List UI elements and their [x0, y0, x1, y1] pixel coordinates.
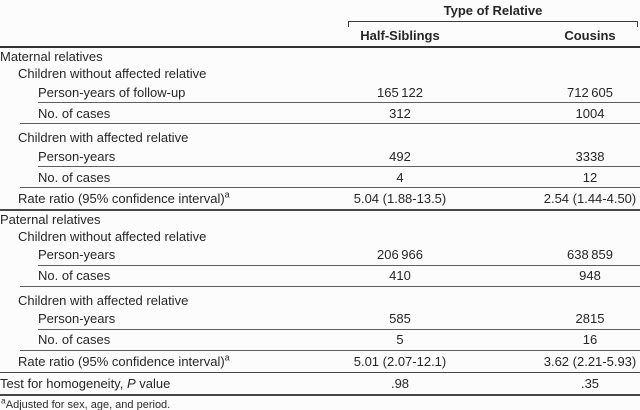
- row-label: Rate ratio (95% confidence interval)a: [18, 352, 230, 369]
- row-label: Person-years: [38, 148, 116, 164]
- cousins-value: .35: [580, 376, 600, 391]
- half-siblings-value: 206 966: [377, 247, 423, 262]
- table-header: Type of Relative Half-Siblings Cousins: [0, 2, 640, 46]
- row-divider: [38, 328, 640, 330]
- cousins-value: 948: [579, 268, 601, 283]
- cousins-value: 712 605: [567, 84, 613, 100]
- row-divider: [20, 349, 640, 351]
- column-header-cousins: Cousins: [564, 27, 616, 43]
- footnote-marker: a: [224, 352, 230, 363]
- table-row-rate-ratio: Rate ratio (95% confidence interval)a 5.…: [0, 188, 640, 209]
- header-divider: [0, 46, 640, 48]
- table-footnote: aAdjusted for sex, age, and period.: [1, 394, 171, 410]
- column-header-half-siblings: Half-Siblings: [360, 27, 440, 43]
- bottom-divider: [0, 394, 640, 396]
- table-row-group-maternal: Maternal relatives: [0, 48, 640, 65]
- half-siblings-value: 585: [389, 311, 411, 326]
- half-siblings-value: 5.04 (1.88-13.5): [353, 191, 447, 206]
- column-header-row: Half-Siblings Cousins: [0, 25, 640, 45]
- row-label: No. of cases: [38, 105, 111, 121]
- row-divider: [38, 264, 640, 266]
- half-siblings-value: 492: [389, 148, 411, 164]
- row-label: Children with affected relative: [18, 292, 189, 308]
- table-row-cases: No. of cases 312 1004: [0, 103, 640, 123]
- row-label: Test for homogeneity, P value: [0, 376, 171, 391]
- table-row-rate-ratio: Rate ratio (95% confidence interval)a 5.…: [0, 351, 640, 372]
- cousins-value: 2.54 (1.44-4.50): [543, 191, 637, 206]
- table-row-person-years: Person-years 492 3338: [0, 146, 640, 166]
- half-siblings-value: 312: [389, 105, 411, 121]
- row-label: No. of cases: [38, 169, 111, 185]
- half-siblings-value: 5.01 (2.07-12.1): [353, 353, 447, 369]
- spanner-bracket: [348, 21, 638, 27]
- half-siblings-value: 165 122: [377, 84, 423, 100]
- table-row-group-paternal: Paternal relatives: [0, 211, 640, 228]
- half-siblings-value: .98: [390, 376, 410, 391]
- row-label: Person-years: [38, 311, 116, 326]
- cousins-value: 638 859: [567, 247, 613, 262]
- table-row-subgroup: Children without affected relative: [0, 228, 640, 245]
- cousins-value: 3.62 (2.21-5.93): [543, 353, 637, 369]
- cousins-value: 1004: [575, 105, 605, 121]
- cousins-value: 2815: [575, 311, 605, 326]
- section-divider: [0, 371, 640, 373]
- table-row-person-years: Person-years 206 966 638 859: [0, 245, 640, 265]
- cousins-value: 3338: [575, 148, 605, 164]
- table-row-person-years: Person-years 585 2815: [0, 309, 640, 329]
- row-label: Children without affected relative: [18, 66, 207, 81]
- row-label: Person-years of follow-up: [38, 84, 186, 100]
- table-row-cases: No. of cases 4 12: [0, 167, 640, 187]
- row-label: Maternal relatives: [0, 49, 103, 64]
- row-divider: [38, 102, 640, 103]
- row-divider: [38, 166, 640, 167]
- row-label: Children without affected relative: [18, 228, 207, 244]
- row-label: Person-years: [38, 247, 116, 262]
- cousins-value: 16: [582, 332, 598, 347]
- footnote-marker: a: [224, 189, 230, 200]
- row-label: Rate ratio (95% confidence interval)a: [18, 189, 230, 206]
- table-row-cases: No. of cases 410 948: [0, 266, 640, 286]
- table-row-homogeneity: Test for homogeneity, P value .98 .35: [0, 373, 640, 394]
- half-siblings-value: 4: [396, 169, 404, 185]
- table-row-subgroup: Children without affected relative: [0, 65, 640, 82]
- row-divider: [20, 285, 640, 287]
- row-divider: [20, 187, 640, 188]
- row-label: No. of cases: [38, 268, 111, 283]
- section-divider: [0, 209, 640, 211]
- table-row-subgroup: Children with affected relative: [0, 129, 640, 146]
- cousins-value: 12: [582, 169, 598, 185]
- half-siblings-value: 410: [389, 268, 411, 283]
- italic-p: P: [126, 376, 136, 391]
- row-divider: [20, 123, 640, 124]
- row-label: Children with affected relative: [18, 130, 189, 145]
- table-row-person-years: Person-years of follow-up 165 122 712 60…: [0, 82, 640, 102]
- row-label: Paternal relatives: [0, 211, 101, 227]
- half-siblings-value: 5: [396, 332, 404, 347]
- spanner-title: Type of Relative: [443, 3, 543, 18]
- table-row-subgroup: Children with affected relative: [0, 292, 640, 309]
- table-row-cases: No. of cases 5 16: [0, 330, 640, 350]
- row-label: No. of cases: [38, 332, 111, 347]
- footnote-marker: a: [1, 394, 6, 405]
